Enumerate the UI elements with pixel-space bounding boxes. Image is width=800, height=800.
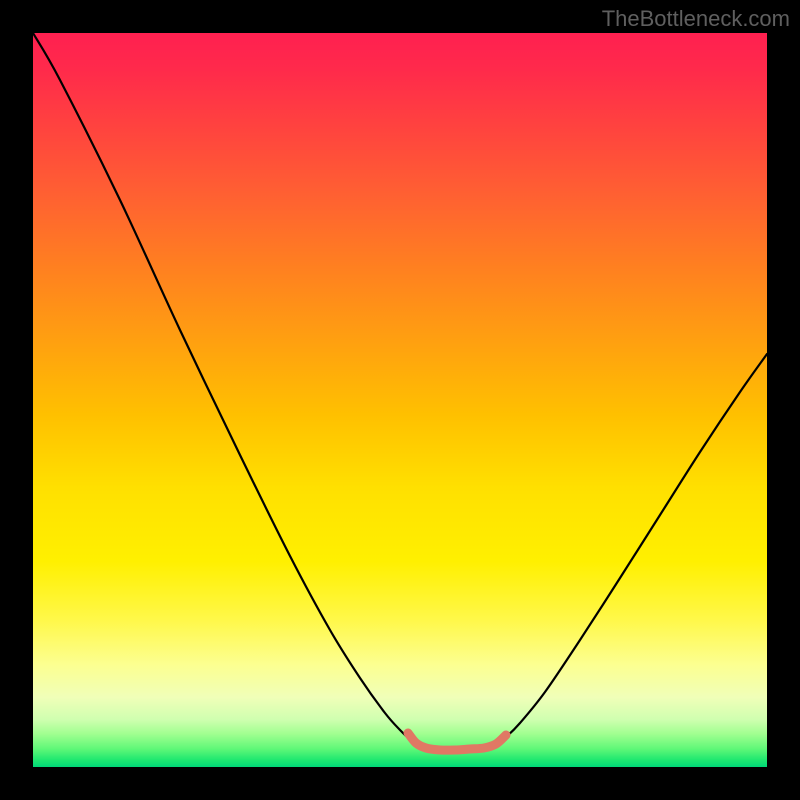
watermark-text: TheBottleneck.com <box>602 6 790 32</box>
chart-stage: TheBottleneck.com <box>0 0 800 800</box>
bottleneck-chart <box>0 0 800 800</box>
plot-background <box>33 33 767 767</box>
